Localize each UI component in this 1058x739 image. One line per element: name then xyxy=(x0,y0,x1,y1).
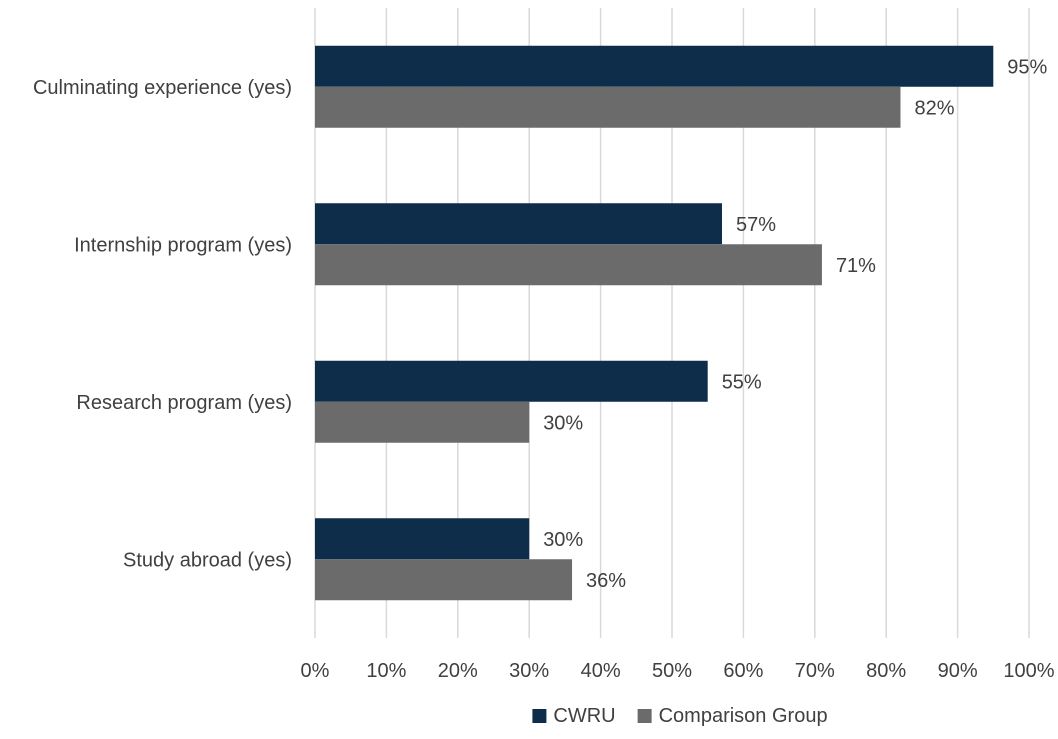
x-tick-label: 80% xyxy=(866,660,906,682)
x-tick-labels: 0% 10% 20% 30% 40% 50% 60% 70% 80% 90% 100% xyxy=(301,660,1055,682)
x-tick-label: 100% xyxy=(1003,660,1054,682)
x-tick-label: 20% xyxy=(438,660,478,682)
bar-cwru xyxy=(315,203,722,245)
data-label: 36% xyxy=(586,570,626,592)
legend-label: CWRU xyxy=(553,705,615,727)
data-label: 55% xyxy=(722,371,762,393)
x-tick-label: 0% xyxy=(301,660,330,682)
category-label: Culminating experience (yes) xyxy=(33,77,292,99)
bar-cwru xyxy=(315,45,994,87)
x-tick-label: 30% xyxy=(509,660,549,682)
data-label: 82% xyxy=(914,97,954,119)
bar-cwru xyxy=(315,518,530,560)
x-tick-label: 10% xyxy=(366,660,406,682)
data-label: 30% xyxy=(543,529,583,551)
data-label: 71% xyxy=(836,255,876,277)
legend: CWRU Comparison Group xyxy=(532,705,828,727)
x-tick-label: 90% xyxy=(938,660,978,682)
bar-comparison-group xyxy=(315,244,822,286)
bar-comparison-group xyxy=(315,401,530,443)
category-label: Study abroad (yes) xyxy=(123,549,292,571)
data-label: 57% xyxy=(736,214,776,236)
x-tick-label: 60% xyxy=(723,660,763,682)
bar-cwru xyxy=(315,360,708,402)
x-tick-label: 50% xyxy=(652,660,692,682)
legend-swatch xyxy=(637,709,652,723)
data-label: 30% xyxy=(543,412,583,434)
bars xyxy=(315,45,994,601)
category-label: Research program (yes) xyxy=(76,392,292,414)
x-tick-label: 40% xyxy=(581,660,621,682)
category-labels: Culminating experience (yes) Internship p… xyxy=(33,77,292,572)
legend-swatch xyxy=(532,709,547,723)
legend-label: Comparison Group xyxy=(659,705,828,727)
category-label: Internship program (yes) xyxy=(74,234,292,256)
data-labels: 95%82%57%71%55%30%30%36% xyxy=(543,56,1047,592)
x-tick-label: 70% xyxy=(795,660,835,682)
bar-comparison-group xyxy=(315,559,573,601)
bar-comparison-group xyxy=(315,86,901,128)
data-label: 95% xyxy=(1007,56,1047,78)
